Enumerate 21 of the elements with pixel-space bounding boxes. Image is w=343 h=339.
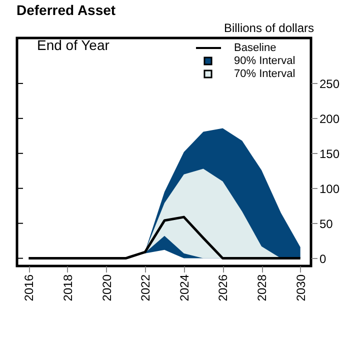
legend-label: 70% Interval: [234, 68, 296, 80]
x-tick-label: 2020: [100, 274, 114, 302]
legend-label: Baseline: [234, 42, 276, 54]
x-tick-label: 2028: [255, 274, 270, 302]
y-tick-label: 100: [320, 182, 340, 196]
x-tick-label: 2016: [22, 274, 36, 302]
y-tick-label: 50: [320, 216, 334, 231]
x-tick-label: 2026: [216, 274, 230, 302]
x-tick-label: 2018: [60, 274, 75, 302]
y-tick-label: 150: [320, 146, 340, 161]
y-axis-title: Billions of dollars: [224, 21, 314, 35]
annotation: End of Year: [37, 37, 110, 53]
y-tick-label: 200: [320, 112, 340, 126]
x-tick-label: 2022: [138, 274, 153, 302]
y-tick-label: 250: [320, 76, 340, 91]
x-tick-label: 2030: [294, 274, 308, 302]
y-tick-label: 0: [320, 252, 326, 266]
legend-label: 90% Interval: [234, 55, 296, 67]
chart-title: Deferred Asset: [16, 2, 116, 18]
line-series: [27, 216, 302, 260]
x-tick-label: 2024: [177, 274, 192, 302]
